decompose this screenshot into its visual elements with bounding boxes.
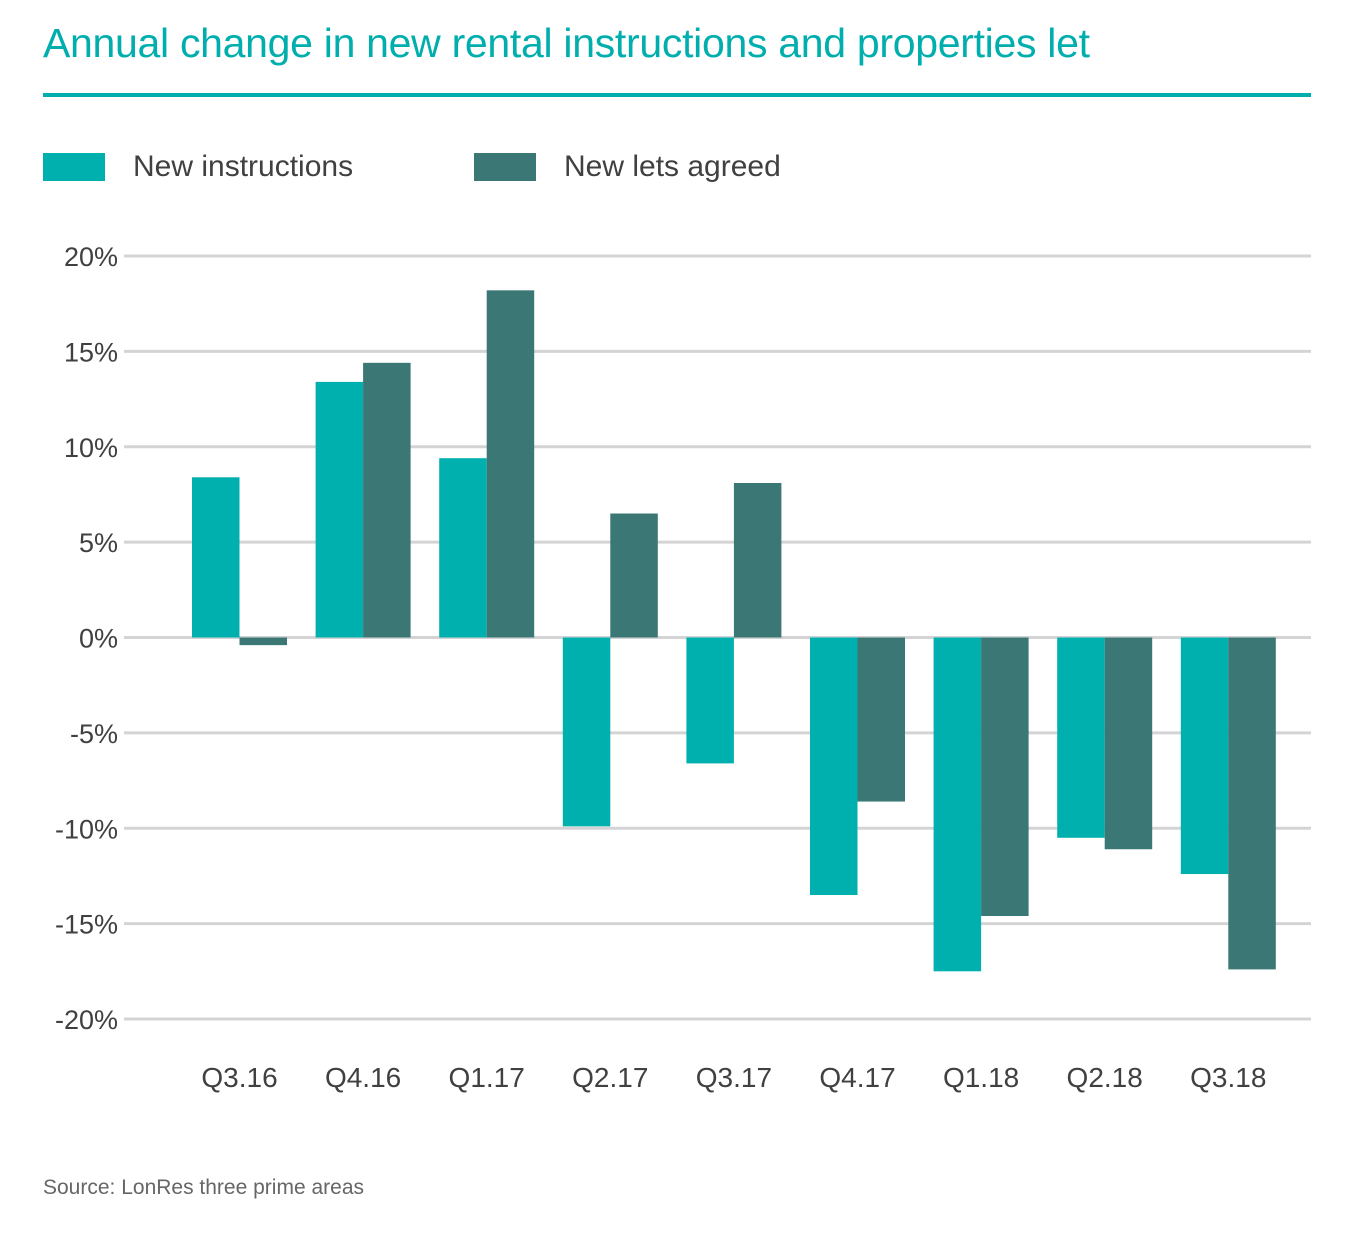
bar-new-instructions-q2-17 [562, 637, 611, 827]
y-tick-label: -5% [70, 719, 118, 749]
y-tick-label: 10% [64, 433, 118, 463]
bar-new-instructions-q4-17 [810, 637, 858, 896]
y-tick-label: 15% [64, 337, 118, 367]
bar-new-instructions-q1-17 [439, 458, 487, 638]
x-tick-label: Q1.18 [943, 1062, 1019, 1093]
bar-new-instructions-q3-17 [686, 637, 734, 764]
x-tick-label: Q2.18 [1067, 1062, 1143, 1093]
legend-label-new-lets-agreed: New lets agreed [564, 150, 781, 183]
legend-item-new-lets-agreed: New lets agreed [474, 150, 781, 184]
bar-new-lets-agreed-q3-17 [733, 482, 782, 638]
chart-title: Annual change in new rental instructions… [43, 20, 1090, 66]
y-tick-label: -10% [55, 814, 118, 844]
bar-new-lets-agreed-q3-16 [239, 637, 287, 646]
x-tick-label: Q3.18 [1190, 1062, 1266, 1093]
bar-new-instructions-q4-16 [315, 381, 364, 638]
bar-new-lets-agreed-q2-18 [1104, 637, 1153, 850]
x-tick-label: Q3.16 [201, 1062, 277, 1093]
y-tick-label: 20% [64, 242, 118, 272]
bar-new-lets-agreed-q4-17 [857, 637, 905, 802]
bar-new-lets-agreed-q2-17 [610, 513, 658, 638]
y-tick-label: 0% [79, 624, 118, 654]
x-tick-label: Q1.17 [449, 1062, 525, 1093]
y-tick-label: -20% [55, 1005, 118, 1035]
legend-label-new-instructions: New instructions [133, 150, 354, 183]
bars [192, 290, 1276, 972]
bar-new-instructions-q1-18 [933, 637, 982, 972]
source-note: Source: LonRes three prime areas [43, 1176, 364, 1199]
x-tick-label: Q4.16 [325, 1062, 401, 1093]
bar-new-instructions-q2-18 [1057, 637, 1105, 838]
x-tick-label: Q4.17 [819, 1062, 895, 1093]
bar-new-lets-agreed-q3-18 [1228, 637, 1276, 970]
legend-swatch-new-instructions [43, 153, 105, 181]
bar-new-instructions-q3-16 [192, 477, 240, 638]
y-axis-ticks: 20% 15% 10% 5% 0% -5% -10% -15% -20% [55, 242, 118, 1035]
title-divider [43, 93, 1311, 97]
bar-new-lets-agreed-q1-17 [486, 290, 535, 638]
x-tick-label: Q3.17 [696, 1062, 772, 1093]
x-axis-ticks: Q3.16 Q4.16 Q1.17 Q2.17 Q3.17 Q4.17 Q1.18 Q2.18… [201, 1062, 1266, 1093]
x-tick-label: Q2.17 [572, 1062, 648, 1093]
legend-item-new-instructions: New instructions [43, 150, 353, 184]
y-tick-label: -15% [55, 910, 118, 940]
legend-swatch-new-lets-agreed [474, 153, 536, 181]
bar-new-lets-agreed-q4-16 [363, 362, 411, 638]
bar-new-instructions-q3-18 [1180, 637, 1229, 875]
bar-new-lets-agreed-q1-18 [981, 637, 1029, 916]
y-tick-label: 5% [79, 528, 118, 558]
